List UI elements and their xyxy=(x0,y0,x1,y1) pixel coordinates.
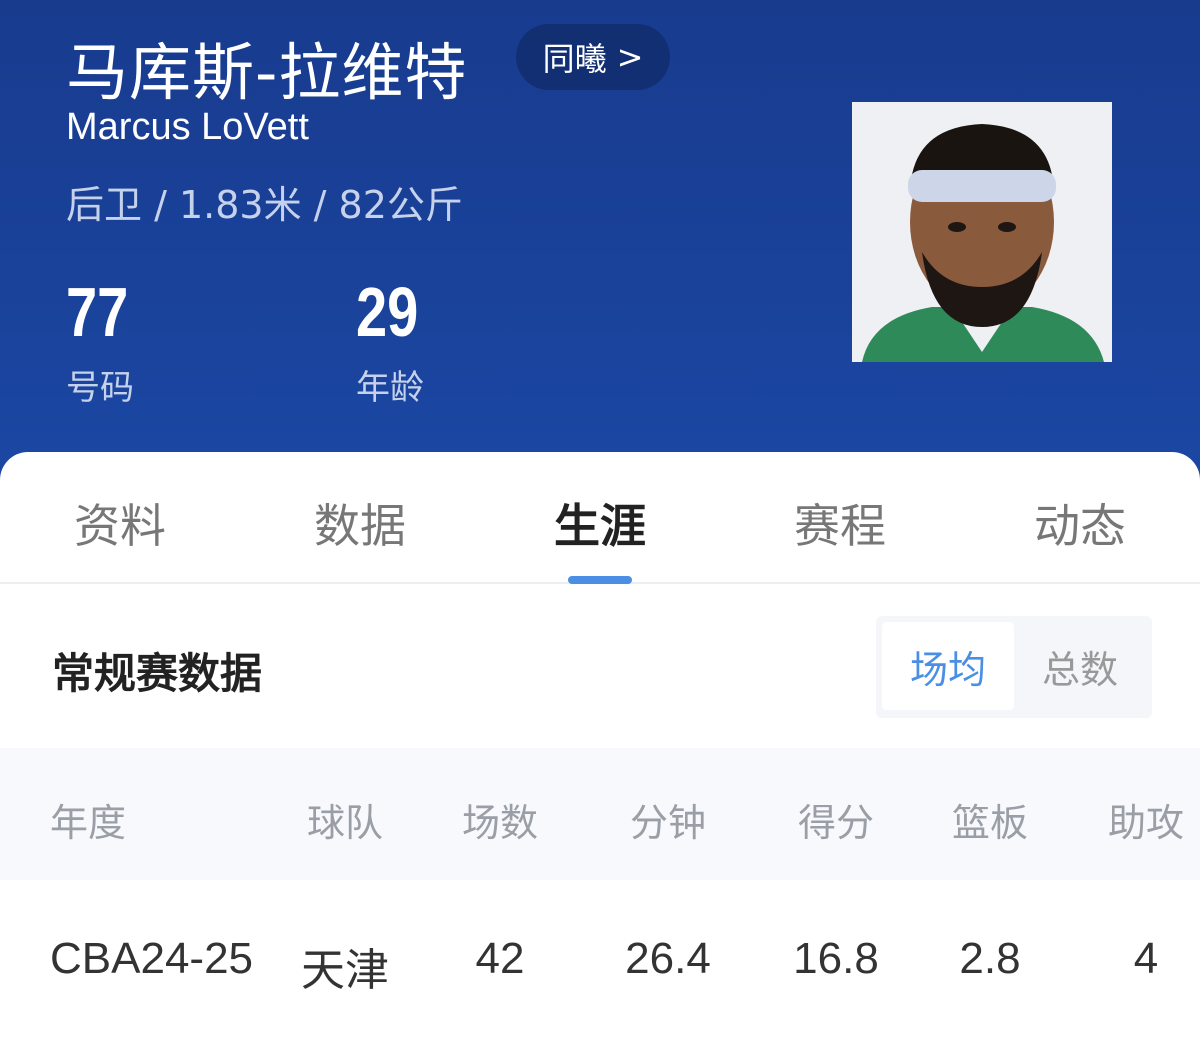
stat-value: 77 xyxy=(66,273,129,351)
tab-career[interactable]: 生涯 xyxy=(554,499,646,553)
chevron-right-icon: > xyxy=(616,38,644,76)
col-minutes: 分钟 xyxy=(629,801,707,845)
table-row: CBA24-25 天津 42 26.4 16.8 2.8 4 xyxy=(0,880,1200,1040)
stat-number: 77 号码 xyxy=(66,272,144,409)
stat-label: 年龄 xyxy=(356,368,424,408)
col-team: 球队 xyxy=(306,801,384,845)
player-name-en: Marcus LoVett xyxy=(66,106,309,148)
col-assists: 助攻 xyxy=(1107,801,1185,845)
team-link-button[interactable]: 同曦 > xyxy=(516,24,670,90)
tab-schedule[interactable]: 赛程 xyxy=(794,499,886,553)
stat-label: 号码 xyxy=(66,368,134,408)
active-tab-indicator xyxy=(568,576,632,584)
cell-season: CBA24-25 xyxy=(50,934,254,983)
stat-mode-toggle: 场均 总数 xyxy=(876,616,1152,718)
col-rebounds: 篮板 xyxy=(951,801,1029,845)
tab-stats[interactable]: 数据 xyxy=(314,499,406,553)
tab-news[interactable]: 动态 xyxy=(1034,499,1126,553)
player-name-cn: 马库斯-拉维特 xyxy=(66,36,468,109)
cell-minutes: 26.4 xyxy=(625,934,711,983)
section-title: 常规赛数据 xyxy=(52,649,263,698)
cell-rebounds: 2.8 xyxy=(959,934,1021,983)
cell-points: 16.8 xyxy=(793,934,879,983)
tab-profile[interactable]: 资料 xyxy=(74,499,166,553)
player-header: 马库斯-拉维特 同曦 > Marcus LoVett 后卫 / 1.83米 / … xyxy=(0,0,1200,480)
col-points: 得分 xyxy=(797,801,875,845)
team-label: 同曦 xyxy=(542,40,607,78)
player-meta: 后卫 / 1.83米 / 82公斤 xyxy=(66,183,463,227)
stat-age: 29 年龄 xyxy=(356,272,434,409)
toggle-per-game[interactable]: 场均 xyxy=(882,622,1014,710)
col-season: 年度 xyxy=(50,801,127,845)
col-games: 场数 xyxy=(461,801,539,845)
cell-team: 天津 xyxy=(301,945,389,996)
table-header: 年度 球队 场数 分钟 得分 篮板 助攻 xyxy=(0,748,1200,880)
cell-assists: 4 xyxy=(1133,934,1159,983)
cell-games: 42 xyxy=(475,934,525,983)
tab-bar: 资料 数据 生涯 赛程 动态 xyxy=(0,452,1200,584)
stat-value: 29 xyxy=(356,273,419,351)
player-photo xyxy=(852,102,1112,362)
toggle-totals[interactable]: 总数 xyxy=(1041,647,1118,692)
